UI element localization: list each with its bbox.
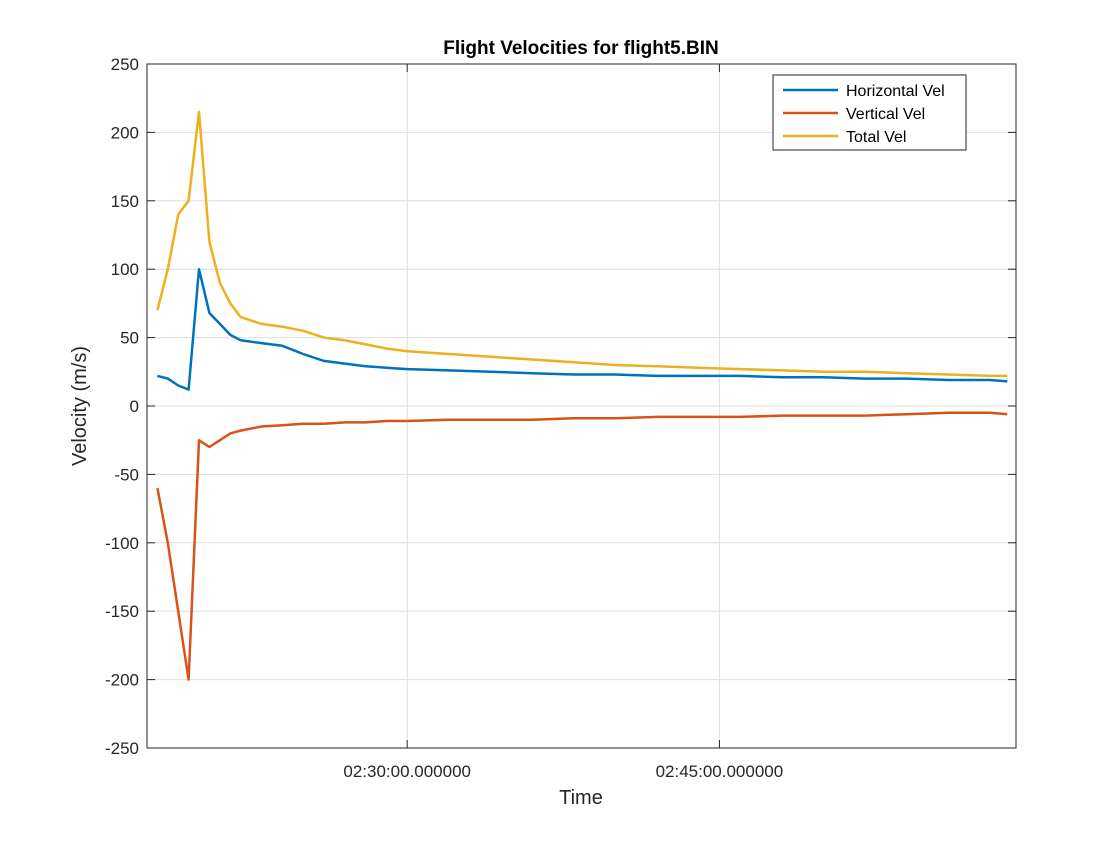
grid [147,64,1016,748]
y-tick-label: -250 [105,739,139,758]
y-tick-label: 250 [111,55,139,74]
ticks: -250 -200 -150 -100 -50 0 50 100 150 200 250 02:30:… [105,55,1016,781]
y-tick-label: -50 [114,465,139,484]
y-tick-label: 100 [111,260,139,279]
legend-label-horizontal-vel: Horizontal Vel [846,83,945,100]
series-layer [156,110,1008,681]
chart-title: Flight Velocities for flight5.BIN [443,38,719,59]
y-tick-label: 50 [120,329,139,348]
legend-label-vertical-vel: Vertical Vel [846,106,925,123]
y-axis-label: Velocity (m/s) [69,346,91,466]
series-line-horizontal-vel [157,267,1008,391]
y-tick-label: 200 [111,123,139,142]
series-line-vertical-vel [156,411,1008,681]
legend-label-total-vel: Total Vel [846,129,906,146]
y-tick-label: -200 [105,671,139,690]
x-tick-label: 02:45:00.000000 [656,762,784,781]
legend: Horizontal Vel Vertical Vel Total Vel [772,74,967,151]
y-tick-label: -150 [105,602,139,621]
y-tick-label: -100 [105,534,139,553]
x-axis-label: Time [559,787,603,809]
y-tick-label: 150 [111,192,139,211]
x-tick-label: 02:30:00.000000 [343,762,471,781]
series-line-total-vel [156,110,1008,378]
y-tick-label: 0 [130,397,139,416]
